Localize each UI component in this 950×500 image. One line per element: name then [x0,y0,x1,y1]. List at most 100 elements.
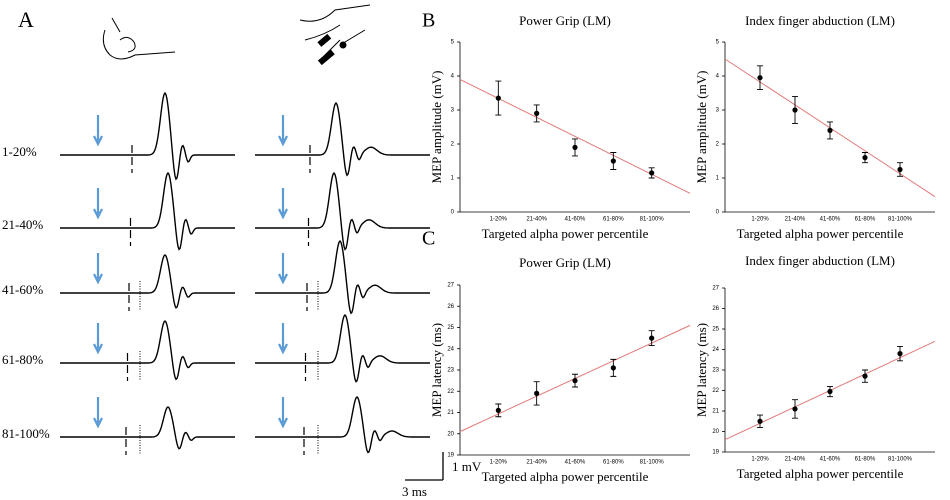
y-tick-label: 19 [712,450,719,456]
chart-title: Index finger abduction (LM) [745,253,895,268]
y-tick-label: 3 [451,108,455,114]
x-axis-label: Targeted alpha power percentile [737,226,904,241]
trace [255,239,430,315]
row-label: 41-60% [2,282,43,297]
y-tick-label: 27 [712,286,719,292]
y-tick-label: 23 [447,368,454,374]
y-tick-label: 27 [447,283,454,289]
x-tick-label: 61-80% [855,457,876,463]
point [610,158,616,164]
arrow [93,323,103,355]
chart-title: Index finger abduction (LM) [745,13,895,28]
y-tick-label: 1 [716,176,720,182]
y-axis-label: MEP latency (ms) [694,323,709,417]
x-tick-label: 81-100% [640,460,665,466]
x-tick-label: 61-80% [603,460,624,466]
y-tick-label: 25 [712,327,719,333]
x-tick-label: 1-20% [490,217,508,223]
y-tick-label: 20 [447,431,454,437]
row-label: 81-100% [2,426,50,441]
x-tick-label: 81-100% [888,217,913,223]
y-tick-label: 24 [712,347,719,353]
x-axis-label: Targeted alpha power percentile [482,226,649,241]
trace [255,396,430,454]
trace [255,171,430,251]
y-tick-label: 23 [712,368,719,374]
point [572,378,578,384]
arrow [93,397,103,429]
y-tick-label: 2 [716,142,720,148]
point [792,406,798,412]
y-tick-label: 22 [447,389,454,395]
point [495,95,501,101]
y-tick-label: 4 [716,74,720,80]
x-tick-label: 1-20% [490,460,508,466]
x-tick-label: 21-40% [526,217,547,223]
chart-title: Power Grip (LM) [519,13,611,28]
point [495,407,501,413]
point [649,170,655,176]
x-tick-label: 21-40% [785,457,806,463]
point [792,107,798,113]
point [572,144,578,150]
point [862,373,868,379]
y-tick-label: 1 [451,176,455,182]
point [534,110,540,116]
y-tick-label: 24 [447,346,454,352]
y-axis-label: MEP amplitude (mV) [429,71,444,184]
row-label: 1-20% [2,144,37,159]
point [827,127,833,133]
point [649,335,655,341]
x-tick-label: 21-40% [526,460,547,466]
point [862,155,868,161]
y-tick-label: 25 [447,325,454,331]
trace [60,319,235,381]
trace [60,406,235,450]
x-tick-label: 81-100% [640,217,665,223]
traces: 1-20% 21-40% 41-60% 61-80% 81-100% [2,91,430,455]
arrow [93,188,103,220]
x-tick-label: 41-60% [565,217,586,223]
arrow [278,397,288,429]
panel-label: A [18,7,34,32]
trace [60,254,235,309]
trendline [459,78,691,194]
point [534,390,540,396]
x-tick-label: 41-60% [820,457,841,463]
chart-title: Power Grip (LM) [519,255,611,270]
y-tick-label: 4 [451,74,455,80]
point [757,418,763,424]
y-tick-label: 22 [712,388,719,394]
y-tick-label: 0 [716,210,720,216]
trace [60,171,235,251]
panel-label: C [422,228,435,250]
x-tick-label: 41-60% [820,217,841,223]
x-tick-label: 81-100% [888,457,913,463]
point [897,351,903,357]
scale-label: 1 mV [452,459,482,474]
row-label: 21-40% [2,217,43,232]
y-tick-label: 0 [451,210,455,216]
x-axis-label: Targeted alpha power percentile [737,466,904,481]
y-tick-label: 21 [447,410,454,416]
scale-label: 3 ms [402,484,427,499]
y-tick-label: 3 [716,108,720,114]
x-tick-label: 21-40% [785,217,806,223]
scale-bar [405,452,444,481]
x-tick-label: 61-80% [855,217,876,223]
panel-label: B [422,10,435,32]
y-tick-label: 5 [451,40,455,46]
hand-icon [102,4,371,66]
y-tick-label: 26 [712,306,719,312]
y-tick-label: 19 [447,453,454,459]
x-axis-label: Targeted alpha power percentile [482,469,649,484]
x-tick-label: 41-60% [565,460,586,466]
y-tick-label: 2 [451,142,455,148]
y-axis-label: MEP amplitude (mV) [694,71,709,184]
y-tick-label: 21 [712,409,719,415]
arrow [278,323,288,355]
y-tick-label: 5 [716,40,720,46]
arrow [278,253,288,285]
arrow [278,115,288,147]
